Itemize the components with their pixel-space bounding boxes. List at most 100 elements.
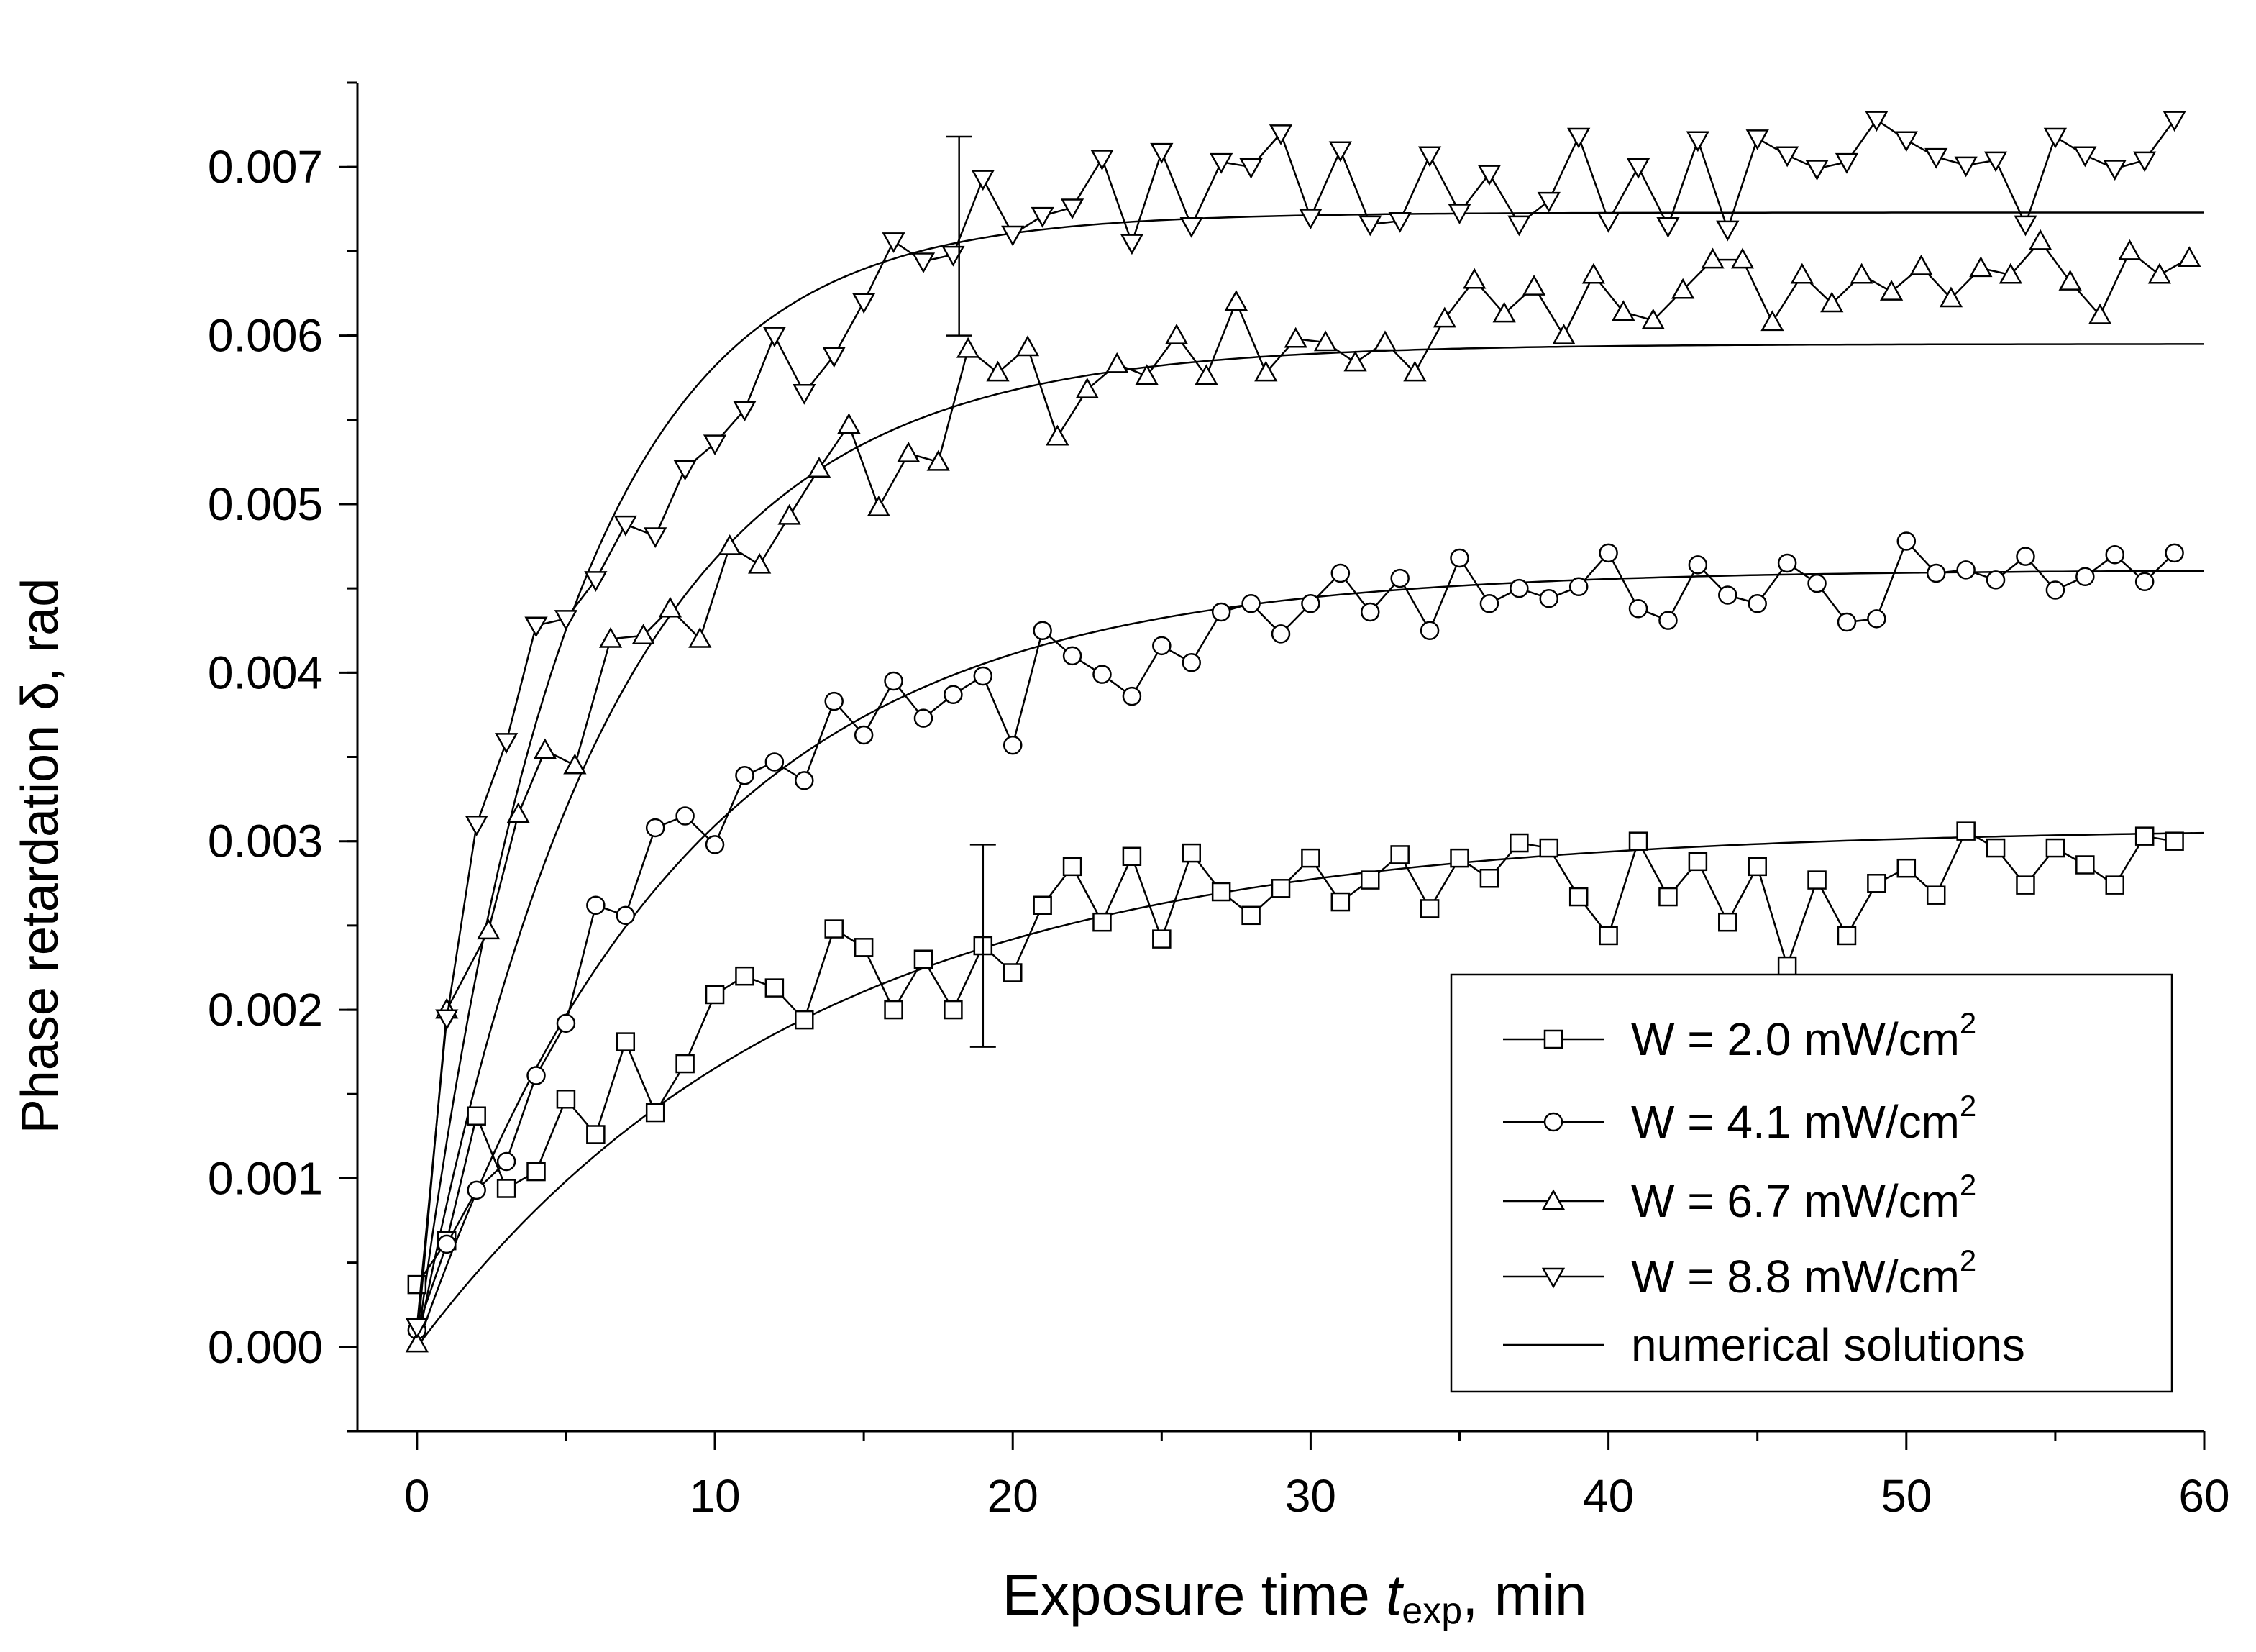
data-point-triangle-up (1939, 286, 1963, 308)
data-point-triangle-up (1552, 324, 1576, 344)
data-point-triangle-up (658, 596, 682, 618)
data-point-triangle-up (748, 552, 772, 574)
data-point-triangle-up (1164, 324, 1189, 344)
data-point-circle (2045, 580, 2065, 600)
data-point-triangle-up (1463, 268, 1487, 289)
data-point-square (1777, 956, 1797, 976)
data-point-triangle-up (1403, 360, 1427, 382)
data-point-triangle-down (2103, 160, 2127, 181)
data-point-circle (1092, 665, 1112, 684)
data-point-triangle-down (465, 816, 488, 836)
y-tick-label: 0.001 (208, 1152, 323, 1204)
data-point-square (1450, 848, 1469, 868)
data-point-circle (437, 1234, 457, 1254)
data-point-square (1956, 821, 1976, 841)
data-point-square (1003, 963, 1023, 982)
data-point-triangle-up (777, 503, 801, 525)
series-line (416, 239, 2190, 1344)
data-point-circle (1062, 646, 1082, 666)
legend-entry-fit: numerical solutions (1503, 1319, 2025, 1371)
data-point-triangle-down (644, 527, 667, 549)
data-point-circle (1837, 612, 1857, 632)
data-point-circle (1718, 585, 1737, 605)
data-point-triangle-down (1210, 152, 1233, 174)
data-point-triangle-down (941, 245, 965, 267)
data-point-circle (496, 1151, 516, 1172)
data-point-circle (1986, 570, 2006, 590)
data-point-triangle-up (1641, 308, 1665, 329)
data-point-square (1122, 846, 1142, 867)
data-point-triangle-up (1224, 290, 1248, 311)
data-point-triangle-down (1120, 234, 1144, 255)
data-point-triangle-down (733, 401, 757, 422)
data-point-triangle-down (1626, 158, 1650, 179)
data-point-triangle-down (882, 232, 905, 253)
data-point-square (1152, 929, 1172, 949)
data-point-circle (1479, 593, 1499, 613)
data-point-circle (2165, 543, 2184, 563)
data-point-triangle-up (1820, 291, 1844, 313)
x-tick-label: 10 (689, 1470, 740, 1522)
data-point-triangle-up (897, 442, 921, 462)
legend-entry-circle: W = 4.1 mW/cm2 (1503, 1089, 1976, 1148)
series-circle (407, 531, 2184, 1340)
data-point-triangle-up (1701, 247, 1725, 269)
data-point-circle (2075, 567, 2095, 586)
y-tick-label: 0.002 (208, 984, 323, 1036)
data-point-circle (1122, 686, 1142, 706)
data-point-square (2105, 875, 2124, 895)
data-point-square (1241, 905, 1261, 926)
data-point-triangle-down (822, 347, 846, 368)
data-point-triangle-up (1612, 300, 1635, 321)
data-point-triangle-down (2014, 215, 2037, 237)
data-point-triangle-up (1730, 247, 1755, 269)
x-tick-label: 40 (1583, 1470, 1634, 1522)
data-point-triangle-down (1541, 1267, 1566, 1289)
data-point-circle (1543, 1112, 1563, 1132)
data-point-circle (2016, 547, 2035, 566)
y-tick-label: 0.006 (208, 310, 323, 362)
data-point-triangle-down (1716, 220, 1740, 242)
data-point-circle (586, 895, 606, 915)
data-point-triangle-down (1597, 211, 1620, 233)
data-point-circle (616, 905, 636, 926)
data-point-square (586, 1125, 606, 1144)
data-point-square (884, 1000, 903, 1020)
data-point-square (1926, 885, 1946, 905)
data-point-square (1420, 899, 1440, 918)
data-point-circle (1867, 609, 1886, 629)
data-point-circle (764, 752, 785, 772)
x-axis-label-variable: t (1386, 1563, 1404, 1627)
data-point-circle (1182, 653, 1201, 672)
data-point-triangle-down (1417, 146, 1442, 168)
data-point-triangle-down (1090, 150, 1114, 171)
data-point-triangle-down (584, 571, 608, 592)
data-point-triangle-down (851, 293, 876, 314)
data-point-triangle-up (1313, 330, 1338, 352)
data-point-triangle-down (1567, 127, 1591, 149)
data-point-square (1986, 838, 2006, 858)
data-point-circle (1003, 735, 1023, 755)
fit-curve (416, 343, 2204, 1348)
data-point-square (1062, 857, 1082, 877)
data-point-triangle-down (1150, 142, 1174, 164)
data-point-circle (1807, 573, 1827, 593)
data-point-square (1896, 858, 1917, 878)
data-point-square (1748, 857, 1767, 877)
data-point-square (764, 978, 785, 998)
data-point-triangle-up (986, 360, 1010, 382)
legend-label: W = 8.8 mW/cm2 (1631, 1243, 1976, 1302)
data-point-triangle-down (1745, 129, 1769, 150)
x-tick-label: 60 (2178, 1470, 2229, 1522)
data-point-triangle-up (1671, 278, 1695, 299)
legend-entry-triangle-up: W = 6.7 mW/cm2 (1503, 1168, 1976, 1227)
y-tick-label: 0.007 (208, 141, 323, 193)
legend-label-text: W = 4.1 mW/cm (1631, 1096, 1960, 1148)
data-point-triangle-up (1373, 330, 1397, 352)
data-point-triangle-down (524, 616, 548, 638)
legend-entry-triangle-down: W = 8.8 mW/cm2 (1503, 1243, 1976, 1302)
data-point-circle (1568, 577, 1589, 597)
data-point-square (2075, 855, 2095, 875)
legend-label-text: W = 8.8 mW/cm (1631, 1251, 1960, 1302)
